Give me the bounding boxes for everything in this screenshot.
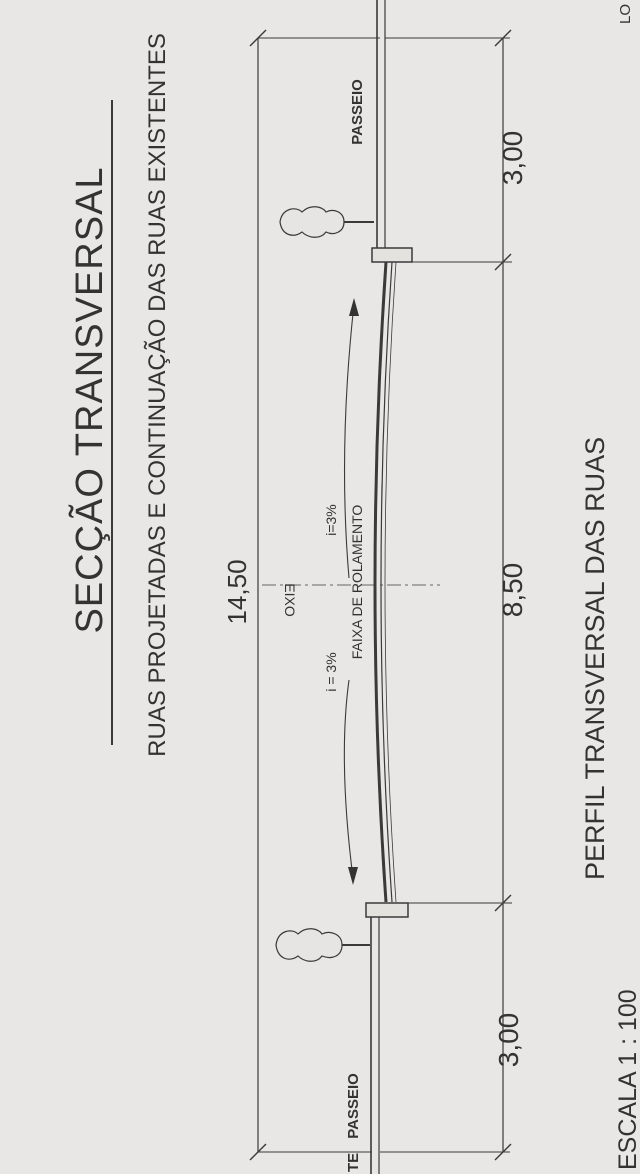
scale-label: ESCALA 1 : 100 [614, 989, 640, 1170]
sidewalk-bottom [370, 917, 380, 1174]
subtitle: RUAS PROJETADAS E CONTINUAÇÃO DAS RUAS E… [144, 33, 171, 757]
profile-caption: PERFIL TRANSVERSAL DAS RUAS [580, 437, 610, 880]
edge-bottom-label: TE [345, 1153, 362, 1172]
tree-top [279, 206, 374, 238]
slope-arrow-top [343, 298, 359, 579]
dimension-roadway-label: 8,50 [497, 563, 528, 618]
edge-top-label: LO [617, 4, 634, 24]
passeio-top-label: PASSEIO [349, 79, 366, 145]
dimension-sidewalk-top-label: 3,00 [497, 131, 528, 186]
road-profile [373, 261, 397, 903]
dimension-total [249, 29, 380, 1161]
passeio-bottom-label: PASSEIO [345, 1073, 362, 1139]
title: SECÇÃO TRANSVERSAL [68, 166, 111, 633]
eixo-label: EIXO [282, 583, 298, 617]
curb-bottom [365, 902, 409, 918]
slope-arrow-bottom [343, 679, 358, 885]
dimension-total-label: 14,50 [222, 559, 252, 624]
faixa-label: FAIXA DE ROLAMENTO [349, 505, 365, 660]
tree-bottom [275, 928, 370, 962]
dimension-sidewalk-bottom-label: 3,00 [493, 1013, 524, 1068]
curb-top [371, 247, 413, 263]
slope-top-label: i=3% [323, 504, 339, 536]
dimension-chain [380, 29, 512, 1161]
slope-bottom-label: i = 3% [323, 652, 339, 691]
sidewalk-top [376, 0, 386, 248]
